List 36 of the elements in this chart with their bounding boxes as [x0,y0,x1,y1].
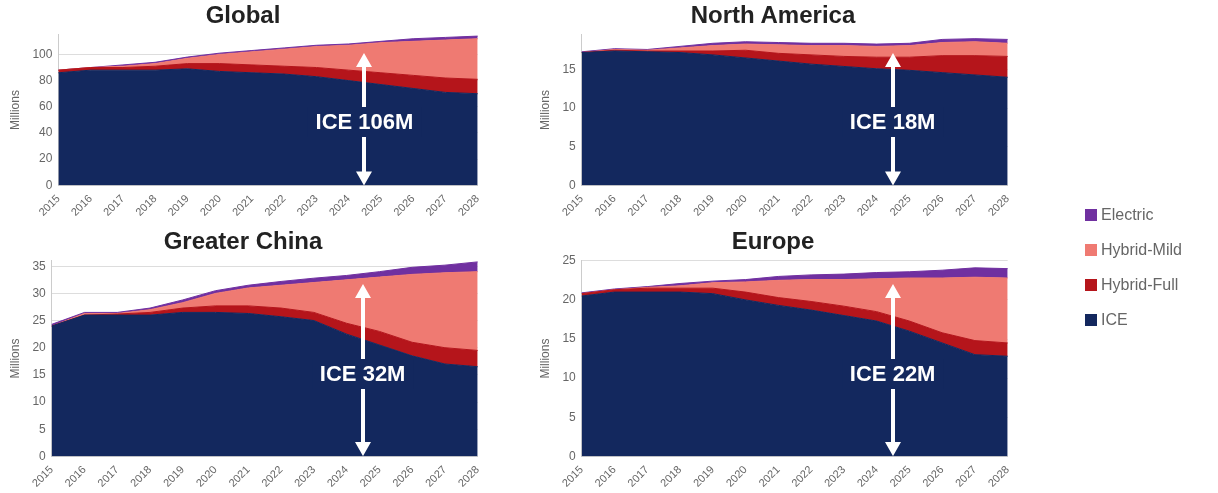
y-tick-label: 20 [39,151,53,166]
chart-title: Europe [731,227,815,255]
y-tick-label: 60 [39,99,53,114]
y-tick-label: 25 [562,253,577,268]
y-tick-label: 5 [569,409,577,424]
y-tick-label: 20 [32,340,47,355]
y-tick-label: 20 [562,292,577,307]
y-axis-title: Millions [537,90,552,131]
legend-label: Hybrid-Mild [1101,241,1182,259]
y-tick-label: 100 [32,46,53,61]
y-tick-label: 80 [39,72,53,87]
y-tick-label: 5 [569,139,577,154]
y-tick-label: 15 [562,61,577,76]
y-tick-label: 15 [562,331,577,346]
y-tick-label: 35 [32,258,47,273]
y-tick-label: 30 [32,285,47,300]
legend-label: Electric [1101,206,1154,224]
y-tick-label: 10 [562,370,577,385]
chart-title: North America [690,1,856,29]
chart-title: Greater China [163,227,324,255]
y-tick-label: 10 [562,100,577,115]
y-tick-label: 0 [569,177,577,192]
y-tick-label: 40 [39,125,53,140]
y-axis-title: Millions [7,90,22,131]
legend-label: Hybrid-Full [1101,276,1179,294]
y-tick-label: 5 [39,421,47,436]
y-tick-label: 0 [45,177,53,192]
legend-label: ICE [1101,311,1128,329]
y-tick-label: 10 [32,394,47,409]
y-axis-title: Millions [7,338,22,379]
y-tick-label: 25 [32,312,47,327]
y-tick-label: 0 [569,448,577,463]
y-tick-label: 15 [32,367,47,382]
y-axis-title: Millions [537,338,552,379]
y-tick-label: 0 [39,448,47,463]
chart-title: Global [205,1,281,29]
